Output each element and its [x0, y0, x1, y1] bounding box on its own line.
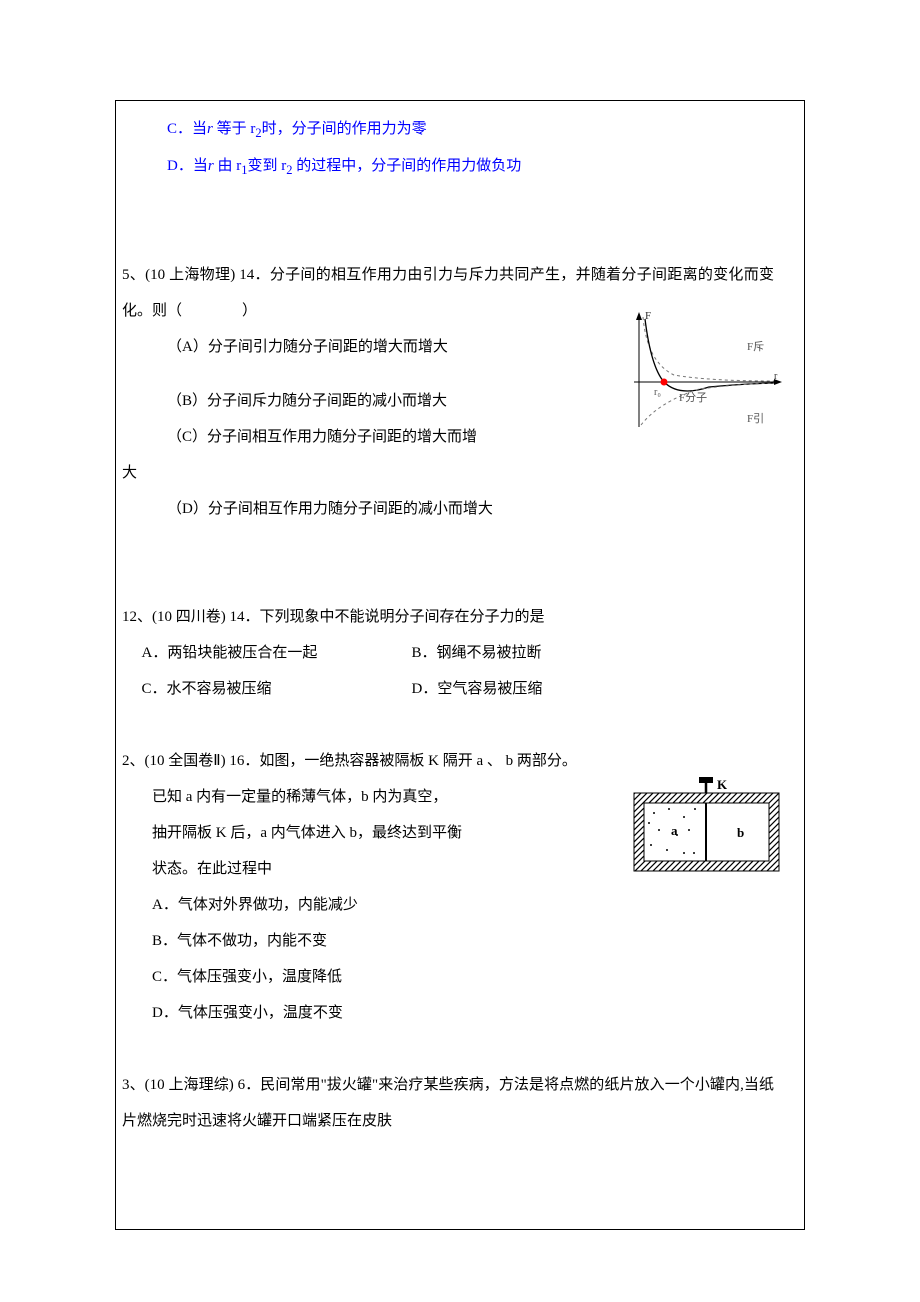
opt-c-text1: 等于 r [213, 121, 256, 137]
q12-head: 12、(10 四川卷) 14．下列现象中不能说明分子间存在分子力的是 [122, 599, 774, 635]
opt-c-text2: 时，分子间的作用力为零 [262, 121, 427, 137]
opt-c: C．当r 等于 r2时，分子间的作用力为零 [122, 111, 774, 148]
q2-line3: 状态。在此过程中 [122, 851, 552, 887]
q2-opt-a: A．气体对外界做功，内能减少 [122, 887, 774, 923]
opt-c-prefix: C．当 [167, 121, 207, 137]
label-b: b [737, 825, 744, 840]
q2-opt-b: B．气体不做功，内能不变 [122, 923, 774, 959]
q3-head: 3、(10 上海理综) 6．民间常用"拔火罐"来治疗某些疾病，方法是将点燃的纸片… [122, 1067, 774, 1139]
opt-d-end: 的过程中，分子间的作用力做负功 [292, 158, 521, 174]
axis-label-f: F [645, 310, 651, 322]
label-k: K [717, 777, 728, 792]
q5-opt-d: （D）分子间相互作用力随分子间距的减小而增大 [122, 491, 774, 527]
container-diagram: a b K [629, 775, 784, 875]
opt-d: D．当r 由 r1变到 r2 的过程中，分子间的作用力做负功 [122, 148, 774, 185]
q12-opt-d: D．空气容易被压缩 [412, 671, 543, 707]
opt-d-mid: 变到 r [247, 158, 286, 174]
q12-row2: C．水不容易被压缩 D．空气容易被压缩 [122, 671, 774, 707]
q12-opt-b: B．钢绳不易被拉断 [412, 635, 542, 671]
q5-opt-c: （C）分子间相互作用力随分子间距的增大而增 [122, 419, 522, 455]
q12-opt-c: C．水不容易被压缩 [122, 671, 412, 707]
q5-opt-b: （B）分子间斥力随分子间距的减小而增大 [122, 383, 522, 419]
question-2: 2、(10 全国卷Ⅱ) 16．如图，一绝热容器被隔板 K 隔开 a 、 b 两部… [122, 743, 774, 1031]
force-distance-graph: F F斥 F分子 F引 r r₀ [619, 307, 784, 437]
q2-opt-c: C．气体压强变小，温度降低 [122, 959, 774, 995]
spacer [122, 185, 774, 257]
label-a: a [671, 823, 678, 838]
question-12: 12、(10 四川卷) 14．下列现象中不能说明分子间存在分子力的是 A．两铅块… [122, 599, 774, 707]
q2-line2: 抽开隔板 K 后，a 内气体进入 b，最终达到平衡 [122, 815, 552, 851]
spacer [122, 365, 522, 383]
label-f-repulse: F斥 [747, 340, 764, 353]
opt-d-prefix: D．当 [167, 158, 208, 174]
q2-line1: 已知 a 内有一定量的稀薄气体，b 内为真空， [122, 779, 552, 815]
spacer [122, 527, 774, 599]
q2-head: 2、(10 全国卷Ⅱ) 16．如图，一绝热容器被隔板 K 隔开 a 、 b 两部… [122, 743, 774, 779]
label-f-mol: F分子 [679, 391, 707, 404]
page: C．当r 等于 r2时，分子间的作用力为零 D．当r 由 r1变到 r2 的过程… [0, 0, 920, 1302]
q12-opt-a: A．两铅块能被压合在一起 [122, 635, 412, 671]
content-frame: C．当r 等于 r2时，分子间的作用力为零 D．当r 由 r1变到 r2 的过程… [115, 100, 805, 1230]
spacer [122, 1031, 774, 1067]
spacer [122, 707, 774, 743]
label-f-attract: F引 [747, 411, 764, 425]
opt-d-text1: 由 r [214, 158, 242, 174]
question-5: 5、(10 上海物理) 14．分子间的相互作用力由引力与斥力共同产生，并随着分子… [122, 257, 774, 527]
q5-opt-a: （A）分子间引力随分子间距的增大而增大 [122, 329, 522, 365]
label-r0: r₀ [654, 387, 661, 398]
q12-row1: A．两铅块能被压合在一起 B．钢绳不易被拉断 [122, 635, 774, 671]
q5-opt-c-tail: 大 [122, 455, 774, 491]
q2-opt-d: D．气体压强变小，温度不变 [122, 995, 774, 1031]
